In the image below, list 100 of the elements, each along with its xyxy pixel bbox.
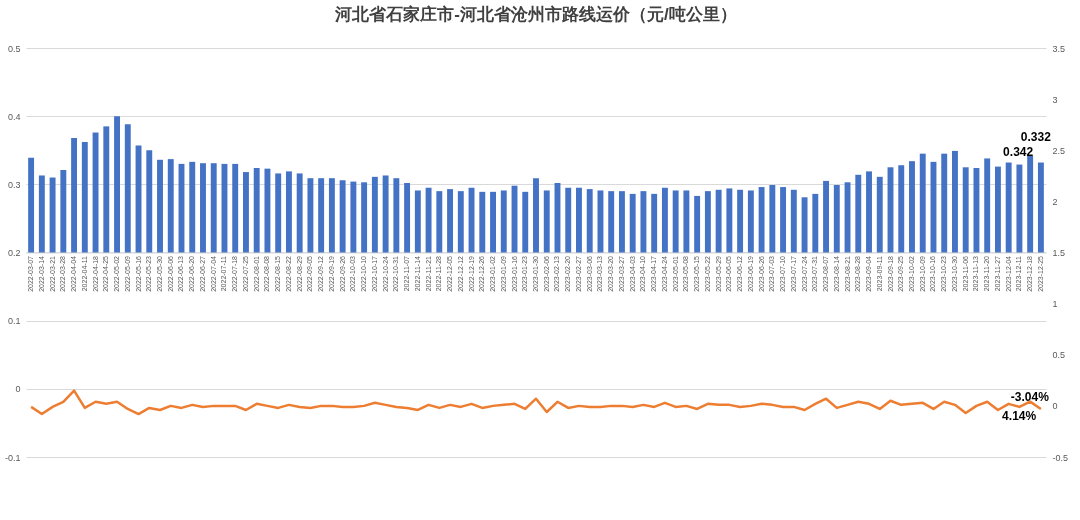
y2-tick-label: 3.5 <box>1052 43 1066 54</box>
y2-tick-label: 3 <box>1052 94 1058 105</box>
bar <box>833 185 840 253</box>
bar <box>210 163 217 253</box>
bar <box>253 167 260 253</box>
bar <box>436 191 443 253</box>
y2-tick-label: 2 <box>1052 196 1058 207</box>
y2-tick-label: 0 <box>1052 401 1058 412</box>
bar <box>876 176 883 253</box>
bar <box>393 178 400 253</box>
y-tick-label: 0.5 <box>7 43 21 54</box>
bar <box>167 159 174 253</box>
bar <box>296 173 303 253</box>
bar <box>769 185 776 253</box>
bar <box>533 178 539 253</box>
bar <box>285 171 292 253</box>
bar <box>812 193 819 253</box>
bar <box>758 187 765 253</box>
bar <box>715 189 722 253</box>
bar <box>640 191 647 253</box>
y2-tick-label: 1.5 <box>1052 248 1066 258</box>
bar <box>651 193 658 253</box>
bar <box>103 126 110 253</box>
bar <box>328 178 335 253</box>
bar <box>726 188 733 253</box>
bar <box>414 190 421 253</box>
data-label: 0.342 <box>1003 144 1034 159</box>
y-tick-label: 0.3 <box>7 179 21 190</box>
bar <box>941 153 948 253</box>
bar <box>243 172 249 253</box>
bar <box>1037 162 1044 253</box>
bar <box>350 181 357 253</box>
bar <box>608 191 615 253</box>
bar <box>371 176 378 253</box>
bar <box>200 163 206 253</box>
data-label: 0.332 <box>1020 129 1052 144</box>
y2-tick-label: -0.5 <box>1052 452 1069 463</box>
bar <box>866 171 872 253</box>
bar <box>565 187 572 253</box>
bar <box>28 157 35 253</box>
bar <box>984 158 991 253</box>
bar <box>307 178 314 253</box>
bar <box>543 190 550 253</box>
bar <box>425 187 432 253</box>
bar <box>447 189 454 253</box>
chart-title: 河北省石家庄市-河北省沧州市路线运价（元/吨公里） <box>334 5 737 24</box>
bar <box>318 178 325 253</box>
y2-tick-label: 0.5 <box>1052 350 1066 361</box>
bar <box>1016 164 1023 253</box>
bar <box>490 191 496 253</box>
y-tick-label: -0.1 <box>4 452 21 463</box>
bar <box>1005 162 1012 253</box>
y-tick-label: 0.4 <box>7 111 21 122</box>
bar <box>275 173 282 253</box>
bar <box>973 167 980 253</box>
bar <box>994 166 1001 253</box>
bar <box>49 177 56 253</box>
bar <box>114 116 120 253</box>
y-tick-label: 0.2 <box>7 248 21 258</box>
bar <box>952 150 958 253</box>
y-tick-label: 0 <box>15 384 21 395</box>
bar <box>694 195 701 253</box>
bar <box>747 190 754 253</box>
bar <box>404 182 411 253</box>
bar <box>737 189 744 253</box>
bar <box>479 191 486 253</box>
bar <box>522 191 529 253</box>
data-label: -3.04% <box>1010 389 1050 404</box>
bar <box>919 153 926 253</box>
bar <box>962 167 969 253</box>
bar <box>339 180 346 253</box>
bar <box>909 161 915 253</box>
bar <box>855 174 862 253</box>
bar <box>683 190 690 253</box>
bar <box>71 137 78 253</box>
bar <box>457 191 464 253</box>
bar <box>661 187 668 253</box>
bar <box>576 187 582 253</box>
y-tick-label: 0.1 <box>7 316 21 327</box>
bar <box>790 189 797 253</box>
bar <box>157 159 163 253</box>
bar <box>629 193 636 253</box>
bar <box>146 150 153 253</box>
y2-tick-label: 1 <box>1052 299 1058 310</box>
bar <box>264 168 271 253</box>
bar <box>81 142 88 253</box>
bar <box>124 124 131 253</box>
bar <box>500 190 507 253</box>
bar <box>232 163 239 253</box>
data-label: 4.14% <box>1002 408 1037 423</box>
bar <box>189 161 196 253</box>
bar <box>586 189 593 253</box>
bar <box>801 197 808 253</box>
bar <box>898 165 905 253</box>
bar <box>823 180 829 253</box>
bar <box>361 182 368 253</box>
bar <box>672 190 679 253</box>
bar <box>382 175 389 253</box>
bar <box>92 132 99 253</box>
bar <box>704 191 711 253</box>
